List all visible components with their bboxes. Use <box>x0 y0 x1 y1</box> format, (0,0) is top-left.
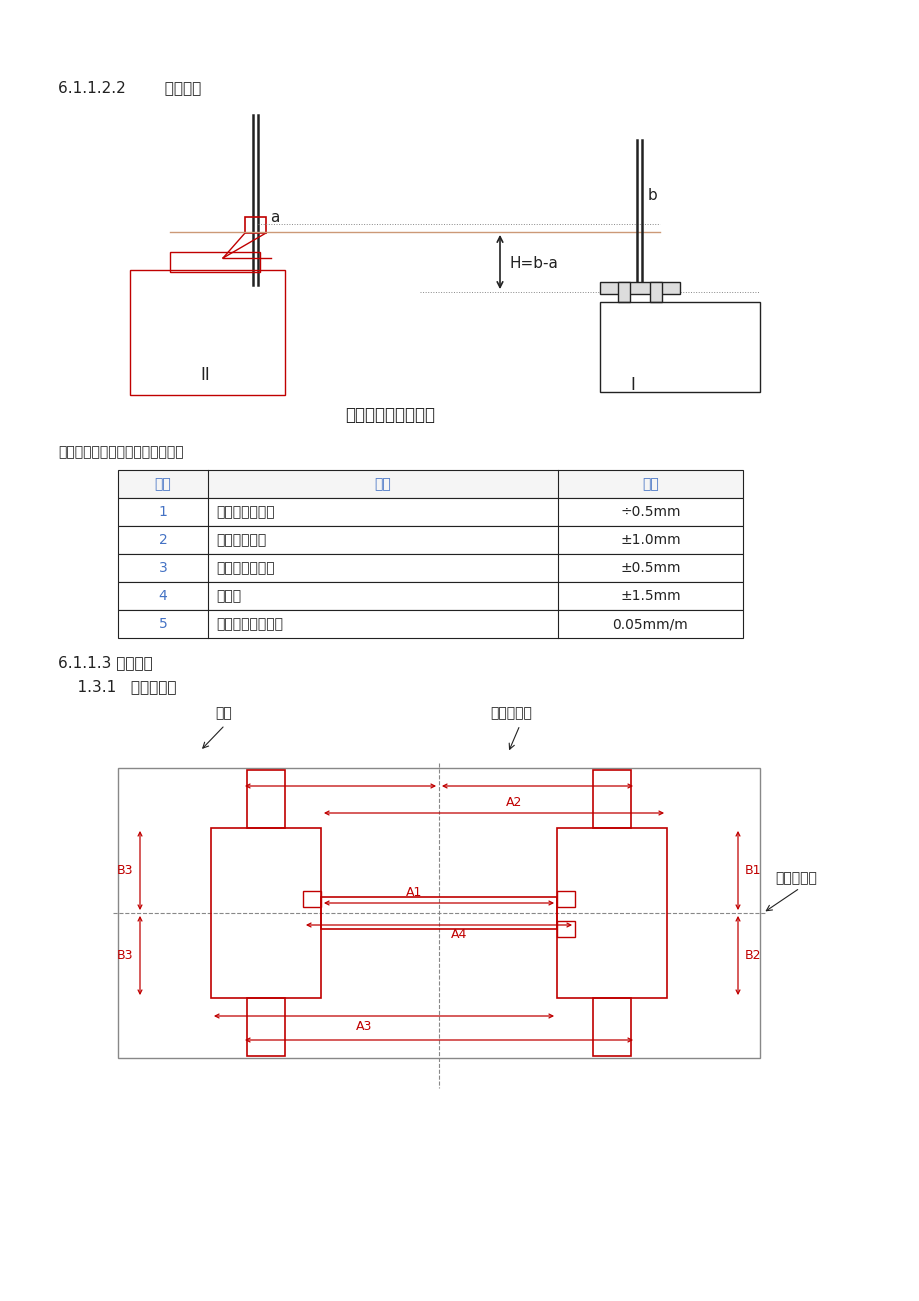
Text: 项目: 项目 <box>374 477 391 490</box>
Text: B2: B2 <box>744 948 760 961</box>
Text: 底座: 底座 <box>215 706 232 719</box>
Text: A2: A2 <box>505 796 522 809</box>
Bar <box>556 827 666 998</box>
Bar <box>593 998 630 1056</box>
Text: 1.3.1   中心线测量: 1.3.1 中心线测量 <box>58 679 176 695</box>
Text: 以上所测量偏差必须满足下表要求: 以上所测量偏差必须满足下表要求 <box>58 445 184 459</box>
Bar <box>246 998 285 1056</box>
Bar <box>302 891 321 907</box>
Text: 6.1.1.2.2        标高测量: 6.1.1.2.2 标高测量 <box>58 81 201 95</box>
Text: 两底座中心距: 两底座中心距 <box>216 533 266 546</box>
Text: b: b <box>647 187 657 203</box>
Bar <box>244 217 266 233</box>
Text: II: II <box>199 366 210 384</box>
Text: 相对标高找正示意图: 相对标高找正示意图 <box>345 406 435 424</box>
Bar <box>130 271 285 396</box>
Bar <box>556 921 574 937</box>
Bar <box>170 252 260 272</box>
Text: 5: 5 <box>158 617 167 631</box>
Text: B1: B1 <box>744 864 760 877</box>
Bar <box>246 770 285 827</box>
Bar <box>118 554 743 582</box>
Text: 底座纵向中心线: 底座纵向中心线 <box>216 505 275 519</box>
Text: 两底座相对标高: 两底座相对标高 <box>216 561 275 575</box>
Text: I: I <box>630 376 634 394</box>
Bar <box>118 498 743 526</box>
Bar <box>599 302 759 392</box>
Bar <box>118 610 743 637</box>
Text: 对角线: 对角线 <box>216 589 241 602</box>
Text: 底座中心线: 底座中心线 <box>490 706 531 719</box>
Text: 序号: 序号 <box>154 477 171 490</box>
Bar <box>321 896 556 929</box>
Text: 底座加工面的斜度: 底座加工面的斜度 <box>216 617 283 631</box>
Text: B3: B3 <box>117 948 133 961</box>
Text: B3: B3 <box>117 864 133 877</box>
Text: a: a <box>269 209 279 225</box>
Text: 3: 3 <box>158 561 167 575</box>
Text: A1: A1 <box>405 886 422 899</box>
Bar <box>118 582 743 610</box>
Text: ÷0.5mm: ÷0.5mm <box>619 505 680 519</box>
Text: 横向中心线: 横向中心线 <box>774 870 816 885</box>
Text: 4: 4 <box>158 589 167 602</box>
Bar <box>118 470 743 498</box>
Bar <box>118 526 743 554</box>
Text: 6.1.1.3 托轮安装: 6.1.1.3 托轮安装 <box>58 656 153 670</box>
Bar <box>556 891 574 907</box>
Text: 1: 1 <box>158 505 167 519</box>
Text: A3: A3 <box>356 1020 372 1033</box>
Text: ±1.0mm: ±1.0mm <box>619 533 680 546</box>
Bar <box>599 282 679 294</box>
Text: ±0.5mm: ±0.5mm <box>619 561 680 575</box>
Text: 2: 2 <box>158 533 167 546</box>
Text: H=b-a: H=b-a <box>509 255 558 271</box>
Bar <box>618 282 630 302</box>
Text: 0.05mm/m: 0.05mm/m <box>612 617 687 631</box>
Text: A4: A4 <box>450 929 467 942</box>
Bar <box>210 827 321 998</box>
Bar <box>650 282 662 302</box>
Bar <box>593 770 630 827</box>
Bar <box>118 768 759 1058</box>
Text: 偏差: 偏差 <box>641 477 658 490</box>
Text: ±1.5mm: ±1.5mm <box>619 589 680 602</box>
